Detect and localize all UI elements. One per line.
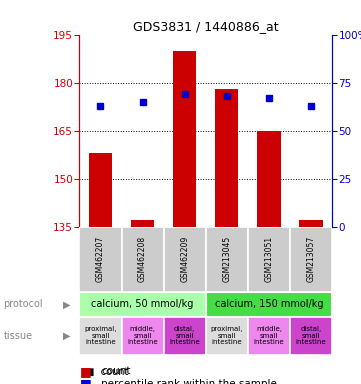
- Bar: [131, 220, 154, 227]
- Text: distal,
small
intestine: distal, small intestine: [169, 326, 200, 346]
- Text: calcium, 50 mmol/kg: calcium, 50 mmol/kg: [91, 299, 194, 310]
- Bar: [79, 227, 122, 292]
- Text: ▶: ▶: [63, 331, 70, 341]
- Title: GDS3831 / 1440886_at: GDS3831 / 1440886_at: [133, 20, 279, 33]
- Text: count: count: [101, 366, 131, 376]
- Text: middle,
small
intestine: middle, small intestine: [127, 326, 158, 346]
- Text: GSM462207: GSM462207: [96, 236, 105, 282]
- Bar: [290, 317, 332, 355]
- Bar: [248, 227, 290, 292]
- Bar: [248, 317, 290, 355]
- Text: tissue: tissue: [4, 331, 33, 341]
- Bar: [300, 220, 323, 227]
- Bar: [122, 317, 164, 355]
- Text: percentile rank within the sample: percentile rank within the sample: [101, 379, 277, 384]
- Bar: [164, 317, 206, 355]
- Text: GSM213045: GSM213045: [222, 236, 231, 282]
- Text: proximal,
small
intestine: proximal, small intestine: [84, 326, 117, 346]
- Text: GSM462208: GSM462208: [138, 236, 147, 282]
- Text: distal,
small
intestine: distal, small intestine: [296, 326, 326, 346]
- Text: ■  count: ■ count: [79, 367, 129, 377]
- Bar: [290, 227, 332, 292]
- Text: ▶: ▶: [63, 299, 70, 310]
- Bar: [215, 89, 238, 227]
- Text: calcium, 150 mmol/kg: calcium, 150 mmol/kg: [215, 299, 323, 310]
- Text: ■: ■: [79, 377, 91, 384]
- Bar: [206, 292, 332, 317]
- Bar: [173, 51, 196, 227]
- Text: proximal,
small
intestine: proximal, small intestine: [210, 326, 243, 346]
- Text: middle,
small
intestine: middle, small intestine: [254, 326, 284, 346]
- Text: GSM213057: GSM213057: [306, 236, 316, 282]
- Bar: [164, 227, 206, 292]
- Text: GSM462209: GSM462209: [180, 236, 189, 282]
- Bar: [79, 317, 122, 355]
- Text: GSM213051: GSM213051: [265, 236, 273, 282]
- Bar: [206, 227, 248, 292]
- Bar: [122, 227, 164, 292]
- Bar: [206, 317, 248, 355]
- Bar: [79, 292, 206, 317]
- Bar: [89, 153, 112, 227]
- Text: protocol: protocol: [4, 299, 43, 310]
- Bar: [257, 131, 280, 227]
- Text: ■: ■: [79, 365, 91, 378]
